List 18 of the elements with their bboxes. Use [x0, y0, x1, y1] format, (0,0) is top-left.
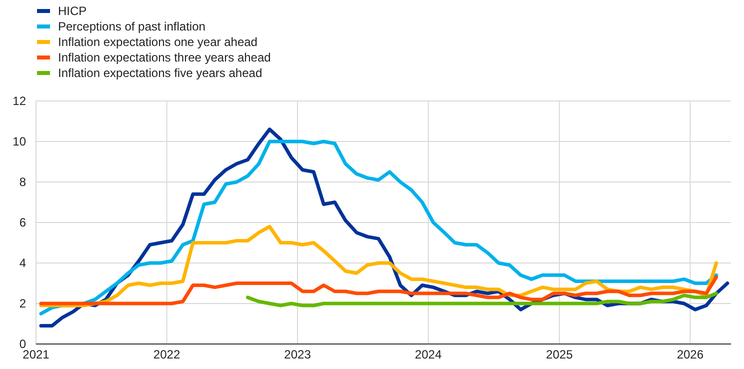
y-tick-label: 2: [19, 296, 26, 310]
y-tick-label: 8: [19, 174, 26, 189]
line-series: [246, 292, 718, 308]
line-series: [39, 275, 718, 306]
x-tick-label: 2023: [284, 348, 312, 362]
y-tick-label: 12: [12, 94, 26, 108]
x-tick-label: 2024: [414, 348, 442, 362]
legend-label: Inflation expectations five years ahead: [58, 66, 262, 80]
y-tick-label: 4: [19, 256, 26, 270]
legend-label: Inflation expectations one year ahead: [58, 35, 258, 49]
x-tick-label: 2026: [676, 348, 704, 362]
y-tick-label: 10: [12, 134, 26, 148]
x-tick-label: 2025: [546, 348, 574, 362]
legend-label: Inflation expectations three years ahead: [58, 50, 271, 64]
y-tick-label: 6: [19, 215, 26, 230]
legend-label: Perceptions of past inflation: [58, 20, 206, 34]
x-tick-label: 2022: [153, 348, 180, 362]
legend-label: HICP: [58, 4, 87, 18]
